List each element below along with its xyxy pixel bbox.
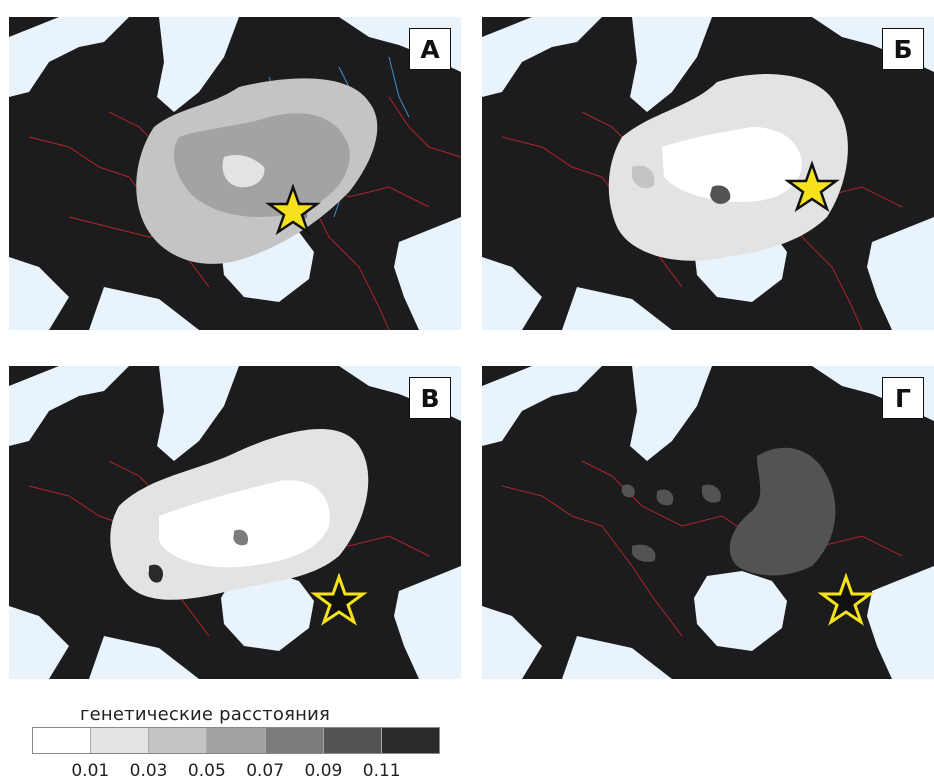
legend-swatch — [265, 728, 324, 753]
legend-swatch — [91, 728, 150, 753]
legend-tick-label: 0.01 — [71, 761, 110, 781]
map-panel-d: Г — [482, 366, 934, 679]
map-a-svg — [9, 17, 461, 330]
legend-tick-label: 0.07 — [246, 761, 285, 781]
legend-swatch — [149, 728, 208, 753]
legend-tick-label: 0.03 — [129, 761, 168, 781]
star-marker-d — [817, 572, 875, 626]
panel-label-d: Г — [882, 377, 924, 419]
map-c-svg — [9, 366, 461, 679]
star-marker-c — [310, 572, 368, 626]
sea-areas — [482, 17, 934, 330]
legend-tick-label: 0.09 — [304, 761, 343, 781]
map-panel-c: В — [9, 366, 461, 679]
genetic-distance-area-c — [110, 429, 369, 600]
legend-swatch — [381, 728, 439, 753]
legend-color-scale — [32, 727, 440, 754]
legend-swatch — [207, 728, 266, 753]
star-marker-a — [265, 183, 321, 236]
sea-areas — [482, 366, 934, 679]
legend-title: генетические расстояния — [80, 704, 330, 725]
legend-swatch — [33, 728, 92, 753]
star-marker-b — [784, 160, 840, 213]
panel-label-a: А — [409, 28, 451, 70]
panel-label-b: Б — [882, 28, 924, 70]
map-panel-a: А — [9, 17, 461, 330]
genetic-distance-area-a — [136, 78, 378, 264]
map-b-svg — [482, 17, 934, 330]
legend-tick-label: 0.05 — [187, 761, 226, 781]
genetic-distance-area-d — [621, 447, 836, 576]
map-d-svg — [482, 366, 934, 679]
map-panel-b: Б — [482, 17, 934, 330]
genetic-distance-area-b — [608, 74, 848, 261]
legend-tick-label: 0.11 — [362, 761, 401, 781]
sea-areas — [9, 366, 461, 679]
panel-label-c: В — [409, 377, 451, 419]
legend-swatch — [323, 728, 382, 753]
sea-areas — [9, 17, 461, 330]
